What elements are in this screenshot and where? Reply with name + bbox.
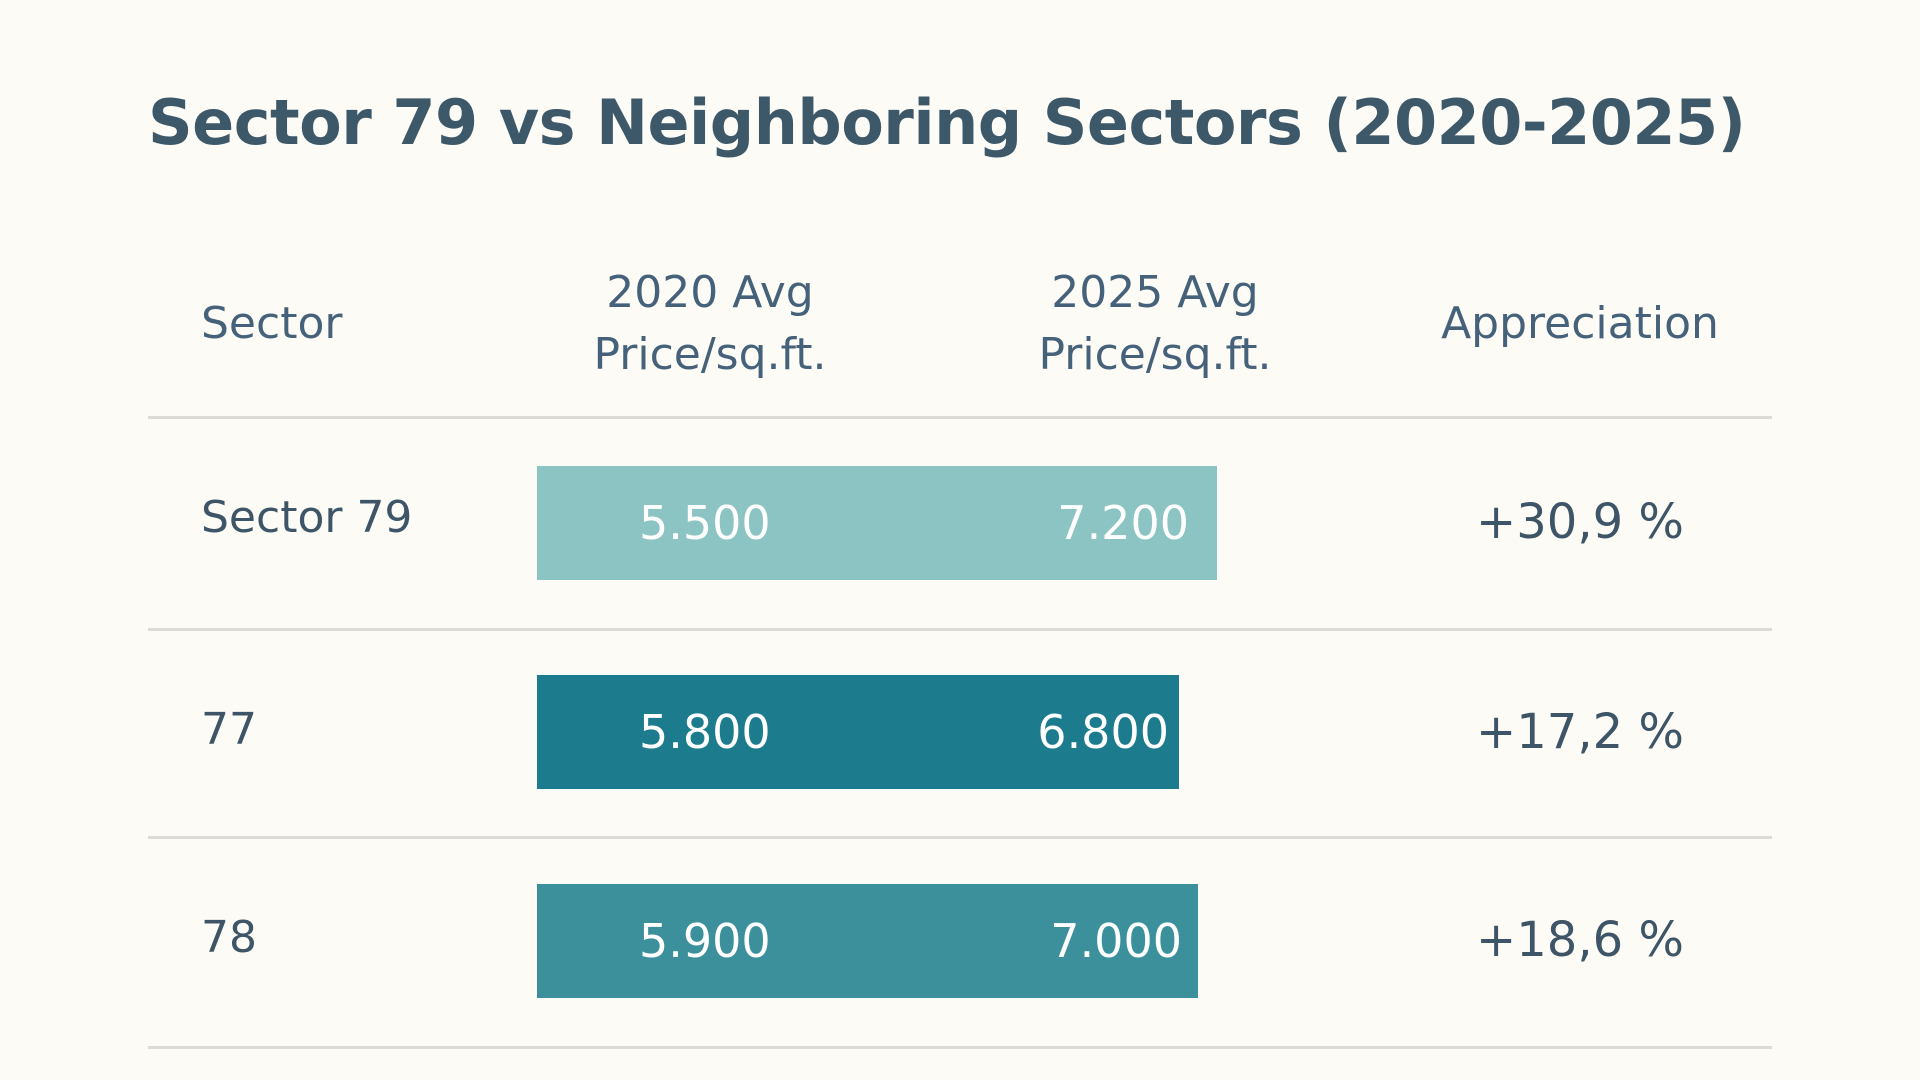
value-2025-label: 7.200 — [1057, 496, 1189, 550]
value-2020-label: 5.800 — [639, 705, 771, 759]
price-bar-sector-79: 5.500 7.200 — [537, 466, 1217, 580]
row-divider — [148, 836, 1772, 839]
column-header-2020: 2020 Avg Price/sq.ft. — [593, 267, 827, 380]
price-bar-sector-78: 5.900 7.000 — [537, 884, 1198, 998]
column-header-2025: 2025 Avg Price/sq.ft. — [1038, 267, 1272, 380]
chart-title: Sector 79 vs Neighboring Sectors (2020-2… — [148, 86, 1746, 159]
row-label-sector-79: Sector 79 — [201, 492, 413, 543]
value-2025-label: 7.000 — [1050, 914, 1182, 968]
appreciation-value: +17,2 % — [1476, 704, 1684, 760]
row-divider — [148, 628, 1772, 631]
row-divider — [148, 1046, 1772, 1049]
column-header-sector: Sector — [201, 298, 343, 349]
value-2020-label: 5.500 — [639, 496, 771, 550]
price-bar-sector-77: 5.800 6.800 — [537, 675, 1179, 789]
value-2020-label: 5.900 — [639, 914, 771, 968]
appreciation-value: +30,9 % — [1476, 494, 1684, 550]
row-label-sector-78: 78 — [201, 912, 257, 963]
column-header-appreciation: Appreciation — [1441, 298, 1719, 349]
header-divider — [148, 416, 1772, 419]
row-label-sector-77: 77 — [201, 704, 257, 755]
appreciation-value: +18,6 % — [1476, 912, 1684, 968]
value-2025-label: 6.800 — [1037, 705, 1169, 759]
